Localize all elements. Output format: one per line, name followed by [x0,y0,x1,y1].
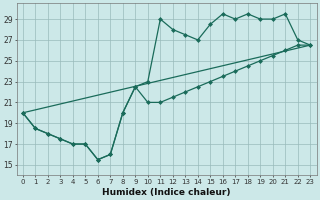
X-axis label: Humidex (Indice chaleur): Humidex (Indice chaleur) [102,188,231,197]
